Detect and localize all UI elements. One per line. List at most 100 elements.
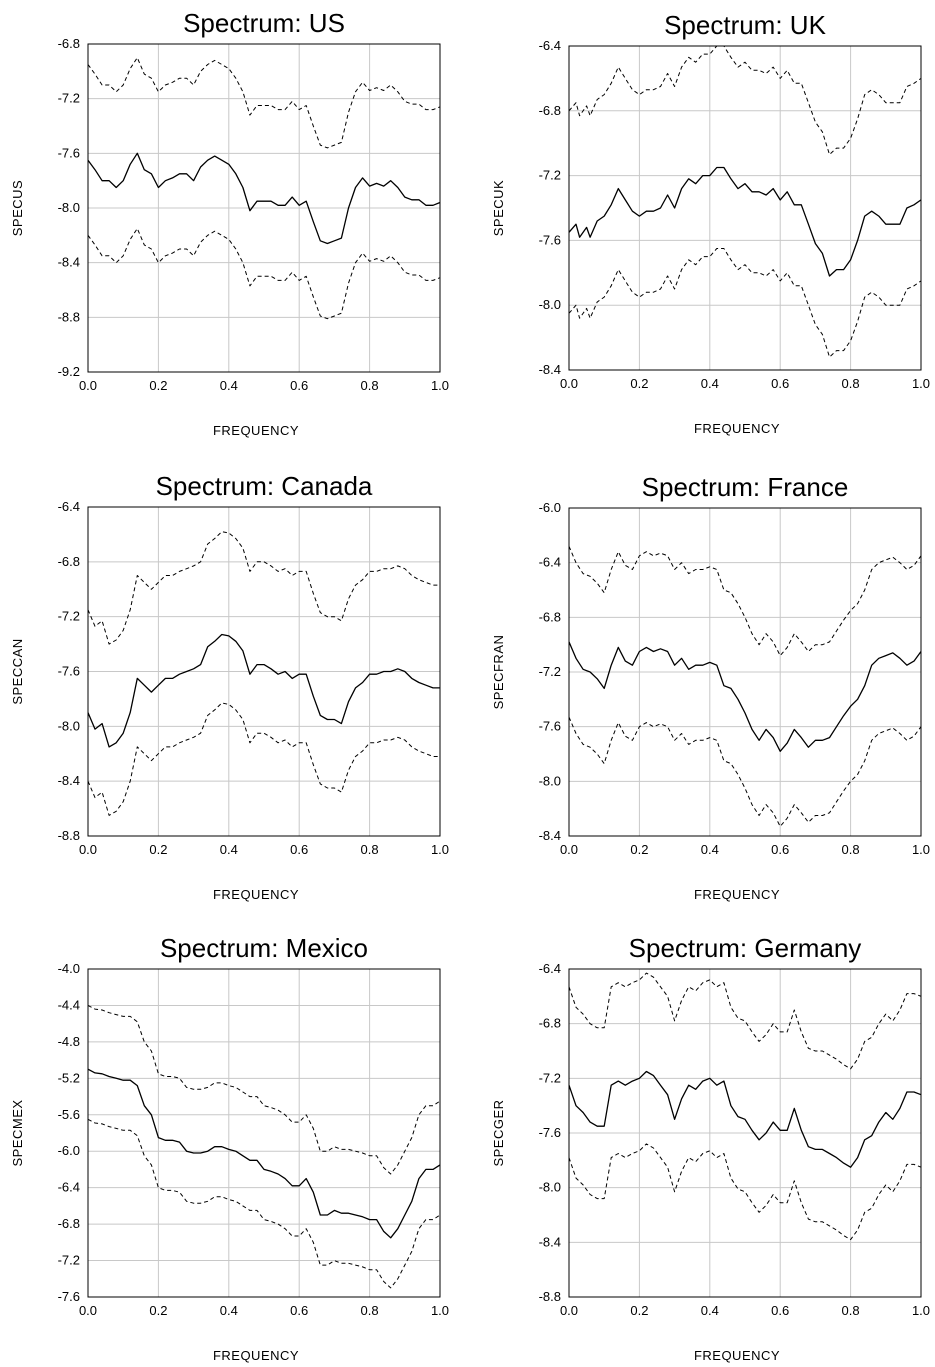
y-axis-label: SPECMEX bbox=[10, 1099, 25, 1166]
y-tick-label: -6.0 bbox=[58, 1143, 80, 1158]
plot-frame bbox=[568, 45, 922, 371]
x-tick-label: 1.0 bbox=[912, 842, 930, 857]
confidence-band-line bbox=[568, 45, 922, 155]
plot-frame bbox=[568, 507, 922, 837]
x-tick-label: 0.0 bbox=[79, 842, 97, 857]
chart-title: Spectrum: Canada bbox=[156, 471, 373, 501]
x-tick-label: 0.8 bbox=[842, 1303, 860, 1318]
y-tick-label: -8.8 bbox=[58, 309, 80, 324]
chart-panel-2: 0.0 0.2 0.4 0.6 0.8 1.0 -6.4 -6.8 -7.2 -7.6 -8.0 -8… bbox=[10, 471, 449, 902]
y-tick-label: -6.8 bbox=[539, 1016, 561, 1031]
x-tick-label: 0.4 bbox=[220, 378, 238, 393]
x-tick-label: 0.2 bbox=[149, 378, 167, 393]
x-tick-label: 0.8 bbox=[361, 842, 379, 857]
x-tick-label: 0.6 bbox=[290, 842, 308, 857]
plot-frame bbox=[87, 43, 441, 373]
chart-panel-4: 0.0 0.2 0.4 0.6 0.8 1.0 -4.0 -4.4 -4.8 -5.2 -5.6 -6… bbox=[10, 933, 449, 1363]
x-tick-label: 0.2 bbox=[630, 376, 648, 391]
x-tick-label: 0.8 bbox=[361, 1303, 379, 1318]
spectrum-line bbox=[87, 633, 440, 748]
y-tick-label: -8.0 bbox=[539, 1180, 561, 1195]
confidence-band-line bbox=[568, 546, 922, 657]
x-tick-label: 0.0 bbox=[560, 842, 578, 857]
y-tick-label: -4.8 bbox=[58, 1034, 80, 1049]
x-tick-label: 0.6 bbox=[771, 376, 789, 391]
x-tick-label: 0.8 bbox=[361, 378, 379, 393]
y-tick-label: -7.6 bbox=[58, 664, 80, 679]
x-tick-label: 0.0 bbox=[79, 1303, 97, 1318]
y-axis-label: SPECFRAN bbox=[491, 635, 506, 710]
x-tick-label: 0.4 bbox=[701, 1303, 719, 1318]
y-tick-label: -7.2 bbox=[539, 168, 561, 183]
confidence-band-line bbox=[568, 1143, 922, 1241]
x-tick-label: 1.0 bbox=[912, 376, 930, 391]
chart-title: Spectrum: Mexico bbox=[160, 933, 368, 963]
confidence-band-line bbox=[568, 972, 922, 1070]
chart-panel-1: 0.0 0.2 0.4 0.6 0.8 1.0 -6.4 -6.8 -7.2 -7.6 -8.0 -8… bbox=[491, 10, 930, 436]
y-tick-label: -8.4 bbox=[539, 362, 561, 377]
y-tick-label: -4.0 bbox=[58, 961, 80, 976]
y-tick-label: -8.0 bbox=[58, 200, 80, 215]
chart-title: Spectrum: Germany bbox=[629, 933, 862, 963]
confidence-band-line bbox=[568, 716, 922, 827]
y-tick-label: -7.2 bbox=[58, 609, 80, 624]
y-tick-label: -8.0 bbox=[539, 773, 561, 788]
y-tick-label: -6.4 bbox=[58, 499, 80, 514]
x-axis-label: FREQUENCY bbox=[694, 1348, 780, 1363]
y-tick-label: -6.8 bbox=[58, 554, 80, 569]
x-tick-label: 0.6 bbox=[771, 842, 789, 857]
y-tick-label: -7.6 bbox=[539, 719, 561, 734]
plot-frame bbox=[87, 506, 441, 837]
confidence-band-line bbox=[87, 57, 441, 149]
x-tick-label: 0.2 bbox=[630, 1303, 648, 1318]
x-tick-label: 0.6 bbox=[771, 1303, 789, 1318]
y-tick-label: -8.0 bbox=[539, 297, 561, 312]
x-tick-label: 0.8 bbox=[842, 842, 860, 857]
x-tick-label: 0.6 bbox=[290, 1303, 308, 1318]
x-tick-label: 0.6 bbox=[290, 378, 308, 393]
x-tick-label: 0.8 bbox=[842, 376, 860, 391]
y-tick-label: -7.6 bbox=[539, 1125, 561, 1140]
y-tick-label: -8.8 bbox=[58, 828, 80, 843]
x-tick-label: 0.4 bbox=[701, 376, 719, 391]
y-tick-label: -6.8 bbox=[539, 609, 561, 624]
x-tick-label: 0.4 bbox=[701, 842, 719, 857]
x-tick-label: 0.2 bbox=[630, 842, 648, 857]
chart-panel-0: 0.0 0.2 0.4 0.6 0.8 1.0 -6.8 -7.2 -7.6 -8.0 -8.4 -8… bbox=[10, 8, 449, 438]
x-tick-label: 0.0 bbox=[79, 378, 97, 393]
y-tick-label: -7.2 bbox=[58, 1253, 80, 1268]
spectrum-line bbox=[568, 641, 922, 752]
y-tick-label: -8.4 bbox=[58, 255, 80, 270]
y-tick-label: -5.6 bbox=[58, 1107, 80, 1122]
y-axis-label: SPECUS bbox=[10, 180, 25, 236]
confidence-band-line bbox=[87, 531, 440, 645]
spectrum-line bbox=[87, 152, 441, 245]
x-tick-label: 1.0 bbox=[431, 842, 449, 857]
y-tick-label: -7.6 bbox=[58, 145, 80, 160]
spectrum-line bbox=[568, 166, 922, 277]
y-tick-label: -8.4 bbox=[539, 1234, 561, 1249]
x-tick-label: 1.0 bbox=[431, 1303, 449, 1318]
x-tick-label: 0.2 bbox=[149, 842, 167, 857]
x-tick-label: 0.4 bbox=[220, 842, 238, 857]
x-tick-label: 1.0 bbox=[912, 1303, 930, 1318]
y-tick-label: -5.2 bbox=[58, 1070, 80, 1085]
x-axis-label: FREQUENCY bbox=[213, 1348, 299, 1363]
confidence-band-line bbox=[87, 702, 440, 816]
x-axis-label: FREQUENCY bbox=[213, 887, 299, 902]
x-tick-label: 0.0 bbox=[560, 1303, 578, 1318]
chart-title: Spectrum: UK bbox=[664, 10, 826, 40]
y-tick-label: -6.4 bbox=[58, 1180, 80, 1195]
x-axis-label: FREQUENCY bbox=[694, 887, 780, 902]
plot-frame bbox=[87, 968, 441, 1298]
x-tick-label: 1.0 bbox=[431, 378, 449, 393]
y-axis-label: SPECCAN bbox=[10, 638, 25, 704]
y-tick-label: -6.4 bbox=[539, 961, 561, 976]
x-axis-label: FREQUENCY bbox=[213, 423, 299, 438]
x-axis-label: FREQUENCY bbox=[694, 421, 780, 436]
x-tick-label: 0.2 bbox=[149, 1303, 167, 1318]
y-tick-label: -9.2 bbox=[58, 364, 80, 379]
y-tick-label: -4.4 bbox=[58, 997, 80, 1012]
y-tick-label: -7.2 bbox=[539, 1070, 561, 1085]
confidence-band-line bbox=[87, 1118, 441, 1289]
